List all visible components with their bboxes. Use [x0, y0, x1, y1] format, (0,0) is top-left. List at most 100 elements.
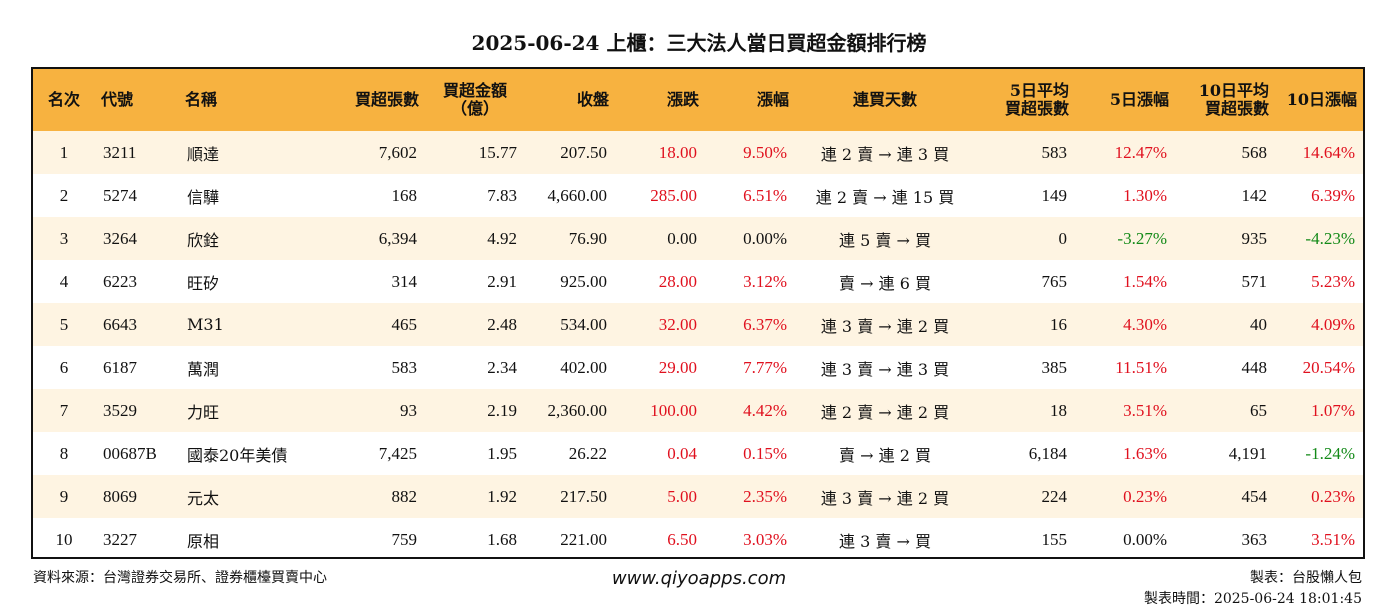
cell-streak: 賣 → 連 6 買 [839, 273, 931, 293]
cell-streak: 連 5 賣 → 買 [839, 230, 931, 250]
header-buy-lots: 買超張數 [354, 90, 419, 109]
cell-code: 3211 [103, 142, 137, 162]
cell-name: 旺矽 [187, 273, 220, 293]
cell-amount: 1.95 [487, 443, 517, 463]
header-pct5: 5日漲幅 [1109, 90, 1169, 109]
cell-avg5: 149 [1041, 185, 1068, 205]
table-row: 6 6187 萬潤 583 2.34 402.00 29.00 7.77% 連 3 賣 → 連 … [33, 346, 1363, 389]
cell-change: 0.00 [667, 228, 697, 248]
cell-streak: 連 3 賣 → 連 2 買 [820, 488, 950, 508]
cell-pct: 9.50% [743, 142, 787, 162]
cell-pct5: 1.63% [1123, 443, 1167, 463]
cell-buy-lots: 7,602 [378, 142, 417, 162]
header-change: 漲跌 [666, 90, 699, 109]
cell-avg5: 0 [1058, 228, 1068, 248]
cell-change: 6.50 [667, 529, 697, 549]
cell-amount: 1.68 [487, 529, 517, 549]
cell-amount: 2.48 [487, 314, 517, 334]
cell-rank: 3 [59, 228, 69, 248]
cell-amount: 2.91 [487, 271, 517, 291]
cell-name: 國泰20年美債 [187, 445, 288, 465]
cell-code: 5274 [103, 185, 137, 205]
cell-buy-lots: 882 [391, 486, 418, 506]
maker-note: 製表：台股懶人包 [1250, 570, 1362, 586]
cell-pct10: 4.09% [1311, 314, 1355, 334]
cell-streak: 連 2 賣 → 連 2 買 [820, 402, 950, 422]
cell-avg10: 454 [1241, 486, 1268, 506]
cell-avg5: 583 [1041, 142, 1068, 162]
table-row: 4 6223 旺矽 314 2.91 925.00 28.00 3.12% 賣 → 連 6 買 7… [33, 260, 1363, 303]
cell-rank: 2 [59, 185, 69, 205]
cell-pct5: 1.30% [1123, 185, 1167, 205]
table-row: 5 6643 M31 465 2.48 534.00 32.00 6.37% 連 3 賣 → 連… [33, 303, 1363, 346]
cell-avg5: 18 [1050, 400, 1067, 420]
cell-rank: 8 [59, 443, 69, 463]
cell-pct5: 11.51% [1115, 357, 1167, 377]
cell-rank: 4 [59, 271, 69, 291]
cell-change: 28.00 [658, 271, 697, 291]
cell-close: 925.00 [560, 271, 607, 291]
cell-pct10: -4.23% [1305, 228, 1355, 248]
cell-pct10: 3.51% [1311, 529, 1355, 549]
cell-pct: 0.00% [743, 228, 787, 248]
table-row: 9 8069 元太 882 1.92 217.50 5.00 2.35% 連 3 賣 → 連 2… [33, 475, 1363, 518]
cell-name: 順達 [187, 144, 220, 164]
ranking-table: 名次 代號 名稱 買超張數 買超金額 （億） 收盤 漲跌 漲幅 連買天數 5日平均… [33, 69, 1363, 557]
header-close: 收盤 [576, 90, 609, 109]
made-time-note: 製表時間：2025-06-24 18:01:45 [1143, 591, 1362, 607]
cell-avg10: 4,191 [1228, 443, 1267, 463]
header-avg5: 5日平均 買超張數 [1004, 81, 1069, 118]
cell-pct10: 6.39% [1311, 185, 1355, 205]
cell-close: 217.50 [560, 486, 607, 506]
cell-change: 5.00 [667, 486, 697, 506]
cell-streak: 連 3 賣 → 連 3 買 [820, 359, 950, 379]
cell-avg5: 224 [1041, 486, 1068, 506]
header-avg10: 10日平均 買超張數 [1198, 81, 1269, 118]
cell-pct: 6.37% [743, 314, 787, 334]
cell-rank: 9 [59, 486, 69, 506]
cell-change: 29.00 [658, 357, 697, 377]
cell-buy-lots: 314 [391, 271, 418, 291]
header-rank: 名次 [47, 90, 80, 109]
cell-pct5: 4.30% [1123, 314, 1167, 334]
header-amount: 買超金額 （億） [442, 81, 507, 118]
cell-pct: 3.03% [743, 529, 787, 549]
table-row: 10 3227 原相 759 1.68 221.00 6.50 3.03% 連 3 賣 → 買 1… [33, 518, 1363, 557]
cell-streak: 連 3 賣 → 買 [839, 531, 931, 551]
cell-avg10: 935 [1241, 228, 1268, 248]
cell-avg10: 448 [1241, 357, 1268, 377]
cell-pct5: 1.54% [1123, 271, 1167, 291]
header-pct10: 10日漲幅 [1286, 90, 1357, 109]
cell-pct5: 12.47% [1114, 142, 1167, 162]
cell-change: 0.04 [667, 443, 697, 463]
cell-close: 76.90 [568, 228, 607, 248]
cell-buy-lots: 93 [400, 400, 417, 420]
table-row: 3 3264 欣銓 6,394 4.92 76.90 0.00 0.00% 連 5 賣 → 買 0… [33, 217, 1363, 260]
cell-streak: 連 2 賣 → 連 3 買 [820, 144, 950, 164]
cell-pct: 0.15% [743, 443, 787, 463]
cell-close: 4,660.00 [547, 185, 608, 205]
cell-change: 32.00 [658, 314, 697, 334]
cell-streak: 連 2 賣 → 連 15 買 [815, 187, 955, 207]
table-row: 8 00687B 國泰20年美債 7,425 1.95 26.22 0.04 0.15% 賣 →… [33, 432, 1363, 475]
cell-avg10: 363 [1241, 529, 1268, 549]
cell-pct5: -3.27% [1117, 228, 1167, 248]
cell-buy-lots: 759 [391, 529, 418, 549]
cell-code: 6187 [103, 357, 137, 377]
cell-amount: 7.83 [487, 185, 517, 205]
cell-pct5: 3.51% [1123, 400, 1167, 420]
cell-pct: 6.51% [743, 185, 787, 205]
cell-pct: 2.35% [743, 486, 787, 506]
cell-rank: 10 [55, 529, 73, 549]
table-header-row: 名次 代號 名稱 買超張數 買超金額 （億） 收盤 漲跌 漲幅 連買天數 5日平均… [33, 69, 1363, 131]
cell-name: 元太 [187, 488, 220, 508]
cell-avg10: 142 [1241, 185, 1268, 205]
cell-pct5: 0.23% [1123, 486, 1167, 506]
cell-buy-lots: 168 [391, 185, 418, 205]
cell-change: 18.00 [658, 142, 697, 162]
cell-buy-lots: 6,394 [378, 228, 417, 248]
cell-code: 6223 [103, 271, 137, 291]
website-link[interactable]: www.qiyoapps.com [611, 568, 787, 589]
cell-amount: 1.92 [487, 486, 517, 506]
cell-streak: 連 3 賣 → 連 2 買 [820, 316, 950, 336]
